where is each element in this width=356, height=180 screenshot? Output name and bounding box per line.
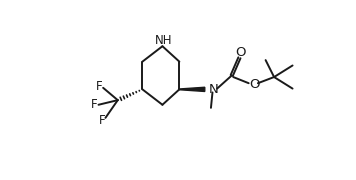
Polygon shape	[179, 87, 205, 91]
Text: N: N	[208, 83, 218, 96]
Text: O: O	[235, 46, 245, 59]
Text: F: F	[91, 98, 98, 111]
Text: NH: NH	[155, 34, 172, 47]
Text: F: F	[96, 80, 103, 93]
Text: O: O	[250, 78, 260, 91]
Text: F: F	[99, 114, 106, 127]
